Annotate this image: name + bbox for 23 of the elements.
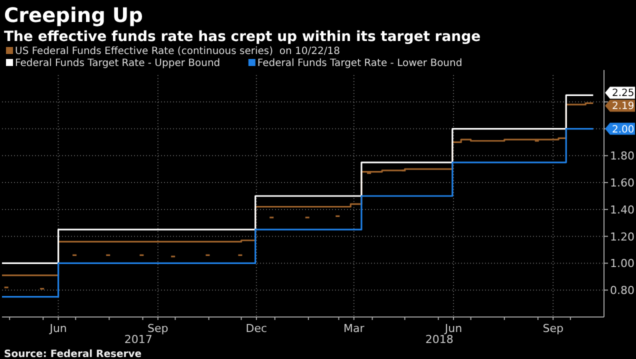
- chart-title: Creeping Up: [4, 3, 143, 27]
- legend-label: US Federal Funds Effective Rate (continuous series) on 10/22/18: [15, 46, 340, 57]
- legend-label: Federal Funds Target Rate - Lower Bound: [257, 58, 462, 69]
- data-label: 2.19: [612, 101, 634, 112]
- x-tick-label: Sep: [542, 322, 564, 335]
- y-tick-label: 0.80: [610, 284, 634, 298]
- y-tick-label: 1.40: [610, 203, 634, 216]
- source-note: Source: Federal Reserve: [4, 349, 142, 359]
- legend-label: Federal Funds Target Rate - Upper Bound: [15, 58, 220, 69]
- data-label: 2.00: [612, 124, 634, 136]
- y-tick-label: 1.80: [610, 150, 634, 163]
- text: 2018: [425, 333, 454, 346]
- data-label: 2.25: [612, 88, 634, 100]
- x-tick-label: Dec: [246, 322, 268, 335]
- text: 2017: [124, 333, 152, 346]
- x-tick-label: Mar: [344, 322, 365, 335]
- x-tick-label: Jun: [48, 322, 67, 335]
- y-tick-label: 1.20: [610, 230, 634, 244]
- x-tick-label: Jun: [444, 322, 462, 335]
- y-tick-label: 1.00: [610, 257, 634, 270]
- y-tick-label: 1.60: [610, 176, 634, 190]
- chart-subtitle: The effective funds rate has crept up within its target range: [4, 29, 481, 45]
- x-tick-label: Sep: [148, 322, 168, 335]
